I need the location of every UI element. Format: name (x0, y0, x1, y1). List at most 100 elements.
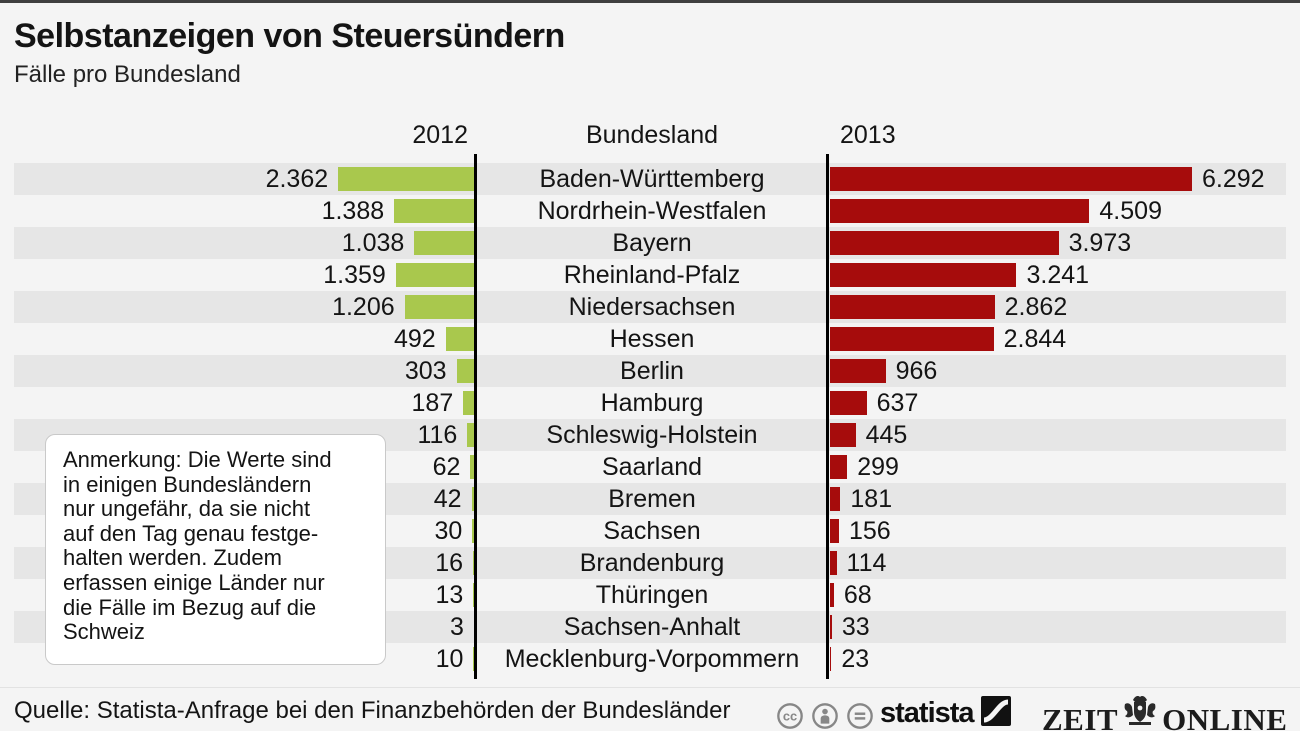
state-name: Thüringen (595, 581, 709, 609)
value-2013-label: 445 (865, 420, 908, 449)
column-header-2012: 2012 (412, 120, 468, 149)
cell-2012: 492 (14, 323, 476, 355)
cell-2013: 181 (828, 483, 1286, 515)
column-headers: 2012 Bundesland 2013 (14, 117, 1286, 153)
state-name: Rheinland-Pfalz (563, 261, 741, 289)
value-2012-label: 1.038 (341, 228, 405, 257)
cell-2012: 1.359 (14, 259, 476, 291)
value-2013-label: 2.844 (1003, 324, 1067, 353)
bar-2012 (456, 359, 474, 383)
cell-2013: 156 (828, 515, 1286, 547)
bar-2012 (395, 263, 474, 287)
value-2013-label: 637 (876, 388, 919, 417)
bar-2013 (830, 647, 832, 671)
statista-logo-text: statista (880, 697, 975, 729)
bar-2013 (830, 231, 1059, 255)
bar-2013 (830, 519, 839, 543)
state-name: Sachsen (603, 517, 701, 545)
axis-line-2012 (474, 154, 477, 679)
attribution-icon[interactable] (811, 702, 839, 731)
bar-2013 (830, 551, 837, 575)
cell-2012: 62 (14, 451, 476, 483)
cell-2013: 966 (828, 355, 1286, 387)
value-2013-label: 6.292 (1202, 164, 1265, 193)
cell-2012: 1.038 (14, 227, 476, 259)
cell-2013: 114 (828, 547, 1286, 579)
value-2013-label: 114 (846, 548, 887, 577)
bar-2012 (338, 167, 474, 191)
value-2012-label: 10 (435, 644, 464, 673)
source-text: Quelle: Statista-Anfrage bei den Finanzb… (14, 697, 731, 724)
bar-2012 (470, 455, 474, 479)
bar-2012 (445, 327, 474, 351)
table-row: 1.388 Nordrhein-Westfalen 4.509 (14, 195, 1286, 227)
value-2012-label: 16 (435, 548, 464, 577)
bar-2012 (463, 391, 474, 415)
page-title: Selbstanzeigen von Steuersündern (14, 17, 565, 55)
value-2013-label: 68 (843, 580, 872, 609)
bar-2013 (830, 327, 994, 351)
zeit-online-logo[interactable]: ZEIT ONLINE (1042, 694, 1287, 731)
bar-2013 (830, 423, 856, 447)
cell-2013: 68 (828, 579, 1286, 611)
state-name: Berlin (620, 357, 684, 385)
value-2012-label: 116 (417, 420, 458, 449)
bar-2013 (830, 359, 886, 383)
value-2013-label: 4.509 (1099, 196, 1162, 225)
table-row: 1.038 Bayern 3.973 (14, 227, 1286, 259)
license-icons[interactable]: cc (776, 702, 874, 731)
cell-2012: 1.206 (14, 291, 476, 323)
cell-2013: 4.509 (828, 195, 1286, 227)
cc-icon[interactable]: cc (776, 702, 804, 731)
value-2013-label: 3.973 (1068, 228, 1132, 257)
value-2012-label: 62 (432, 452, 461, 481)
state-name: Brandenburg (579, 549, 725, 577)
cell-2013: 23 (828, 643, 1286, 675)
cell-2012: 116 (14, 419, 476, 451)
value-2013-label: 299 (857, 452, 899, 481)
bar-2013 (830, 583, 834, 607)
cell-2012: 10 (14, 643, 476, 675)
table-row: 30 Sachsen 156 (14, 515, 1286, 547)
table-row: 303 Berlin 966 (14, 355, 1286, 387)
bar-2013 (830, 455, 848, 479)
no-derivatives-icon[interactable] (846, 702, 874, 731)
column-header-bundesland: Bundesland (585, 120, 719, 149)
value-2013-label: 33 (841, 612, 870, 641)
value-2013-label: 23 (841, 644, 870, 673)
cell-2013: 6.292 (828, 163, 1286, 195)
cell-2012: 1.388 (14, 195, 476, 227)
bar-2012 (471, 487, 474, 511)
zeit-logo-text-left: ZEIT (1042, 702, 1119, 731)
state-name: Hamburg (600, 389, 704, 417)
value-2012-label: 303 (404, 356, 447, 385)
statista-logo[interactable]: statista (880, 696, 1011, 731)
table-row: 10 Mecklenburg-Vorpommern 23 (14, 643, 1286, 675)
cell-2012: 303 (14, 355, 476, 387)
cell-2012: 42 (14, 483, 476, 515)
table-row: 187 Hamburg 637 (14, 387, 1286, 419)
value-2012-label: 2.362 (265, 164, 329, 193)
table-row: 13 Thüringen 68 (14, 579, 1286, 611)
state-name: Niedersachsen (568, 293, 736, 321)
bar-2013 (830, 487, 841, 511)
cell-2012: 30 (14, 515, 476, 547)
cell-2012: 16 (14, 547, 476, 579)
bar-2012 (472, 519, 474, 543)
value-2013-label: 966 (895, 356, 938, 385)
cell-2013: 3.973 (828, 227, 1286, 259)
bar-2012 (404, 295, 474, 319)
table-row: 1.359 Rheinland-Pfalz 3.241 (14, 259, 1286, 291)
table-row: 62 Saarland 299 (14, 451, 1286, 483)
state-name: Saarland (601, 453, 703, 481)
cell-2013: 3.241 (828, 259, 1286, 291)
statista-square-icon (980, 696, 1011, 731)
value-2013-label: 3.241 (1026, 260, 1090, 289)
footer: Quelle: Statista-Anfrage bei den Finanzb… (0, 687, 1300, 731)
bar-2012 (473, 583, 474, 607)
state-name: Mecklenburg-Vorpommern (504, 645, 800, 673)
value-2012-label: 1.206 (332, 292, 395, 321)
state-name: Bayern (612, 229, 692, 257)
bar-2013 (830, 615, 832, 639)
state-name: Bremen (608, 485, 696, 513)
